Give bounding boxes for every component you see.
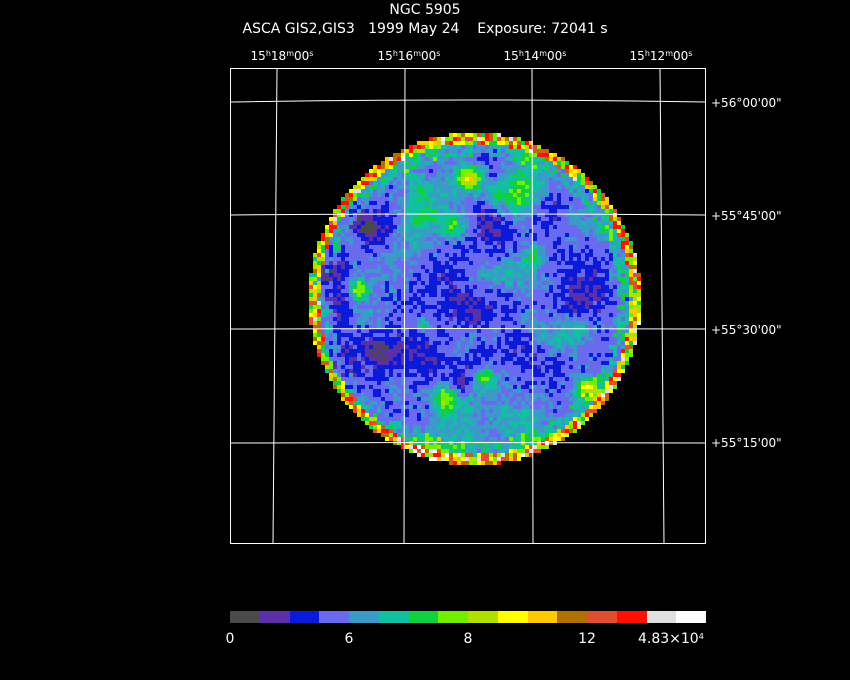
ra-gridline-4	[659, 68, 665, 544]
colorbar-segment	[676, 611, 706, 623]
object-title: NGC 5905	[389, 2, 461, 18]
colorbar-segment	[349, 611, 379, 623]
colorbar-tick-12: 12	[578, 631, 596, 647]
ra-label-4: 15h12m00s	[629, 49, 693, 63]
colorbar-tick-0: 0	[225, 631, 235, 647]
colorbar-segment	[289, 611, 320, 623]
colorbar-segment	[646, 611, 677, 623]
colorbar-segment	[616, 611, 647, 623]
xray-image-frame	[230, 68, 706, 544]
ra-label-2: 15h16m00s	[377, 49, 441, 63]
colorbar-tick-6: 6	[344, 631, 354, 647]
colorbar-segment	[408, 611, 439, 623]
colorbar-segment	[378, 611, 409, 623]
frame-border	[230, 68, 706, 544]
dec-label-3: +55°30'00"	[711, 323, 782, 337]
ra-label-3: 15h14m00s	[503, 49, 567, 63]
colorbar-tick-8: 8	[463, 631, 473, 647]
colorbar-segment	[259, 611, 290, 623]
dec-gridline-4	[230, 442, 706, 444]
exposure-label: Exposure: 72041 s	[477, 21, 608, 37]
ra-gridline-3	[531, 68, 534, 544]
dec-gridline-2	[230, 213, 706, 216]
colorbar-segment	[468, 611, 498, 623]
colorbar-segment	[319, 611, 349, 623]
colorbar-segment	[497, 611, 528, 623]
date-label: 1999 May 24	[368, 21, 460, 37]
colorbar-segment	[438, 611, 468, 623]
colorbar-max-label: 4.83×104	[638, 631, 704, 647]
dec-gridline-1	[230, 99, 706, 103]
instrument-label: ASCA GIS2,GIS3	[242, 21, 355, 37]
colorbar-segment	[230, 611, 260, 623]
dec-label-2: +55°45'00"	[711, 209, 782, 223]
xray-count-map	[309, 133, 641, 465]
colorbar-segment	[527, 611, 558, 623]
dec-label-1: +56°00'00"	[711, 96, 782, 110]
colorbar-segment	[587, 611, 617, 623]
coordinate-grid	[230, 68, 706, 544]
colorbar-segment	[557, 611, 587, 623]
dec-gridline-3	[230, 328, 706, 330]
dec-label-4: +55°15'00"	[711, 436, 782, 450]
ra-gridline-2	[403, 68, 406, 544]
ra-label-1: 15h18m00s	[250, 49, 314, 63]
ra-gridline-1	[272, 68, 278, 544]
observation-subtitle: ASCA GIS2,GIS3 1999 May 24 Exposure: 720…	[0, 21, 850, 37]
colorbar	[230, 611, 706, 623]
